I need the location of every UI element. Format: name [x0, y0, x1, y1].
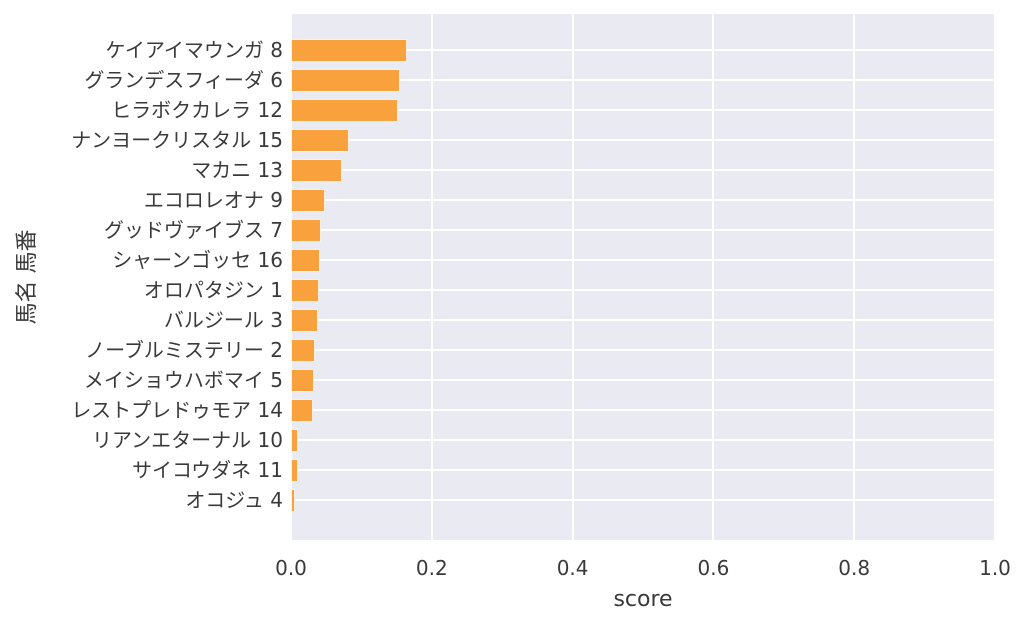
x-tick-label: 0.2: [415, 556, 448, 580]
x-tick-label: 1.0: [979, 556, 1011, 580]
grid-hline: [291, 499, 995, 501]
y-tick-label: グッドヴァイブス 7: [103, 218, 283, 242]
bar: [291, 38, 408, 62]
grid-hline: [291, 109, 995, 111]
grid-hline: [291, 379, 995, 381]
y-tick-label: エコロレオナ 9: [143, 188, 283, 212]
bar: [291, 278, 320, 302]
x-tick-label: 0.6: [697, 556, 730, 580]
grid-hline: [291, 79, 995, 81]
grid-hline: [291, 199, 995, 201]
grid-vline: [712, 14, 715, 540]
bar: [291, 338, 315, 362]
y-tick-label: ヒラボクカレラ 12: [111, 98, 283, 122]
bar: [291, 368, 315, 392]
y-tick-label: シャーンゴッセ 16: [112, 248, 283, 272]
bar: [291, 308, 318, 332]
bar: [291, 488, 296, 512]
grid-hline: [291, 169, 995, 171]
grid-hline: [291, 259, 995, 261]
y-tick-label: レストプレドゥモア 14: [71, 398, 283, 422]
bar: [291, 68, 401, 92]
bar: [291, 128, 349, 152]
bar: [291, 158, 342, 182]
grid-hline: [291, 289, 995, 291]
grid-vline: [430, 14, 433, 540]
y-tick-label: ノーブルミステリー 2: [85, 338, 283, 362]
bar: [291, 98, 398, 122]
grid-hline: [291, 139, 995, 141]
grid-hline: [291, 439, 995, 441]
bar: [291, 428, 299, 452]
grid-hline: [291, 469, 995, 471]
x-tick-label: 0.4: [556, 556, 589, 580]
y-tick-label: メイショウハボマイ 5: [83, 368, 283, 392]
y-tick-label: サイコウダネ 11: [131, 458, 283, 482]
bar: [291, 188, 326, 212]
y-tick-label: マカニ 13: [191, 158, 283, 182]
grid-vline: [290, 14, 292, 540]
x-axis-label: score: [613, 587, 673, 612]
bar: [291, 458, 299, 482]
y-tick-label: グランデスフィーダ 6: [84, 68, 283, 92]
y-tick-label: オロパタジン 1: [143, 278, 283, 302]
x-tick-label: 0.8: [838, 556, 871, 580]
grid-vline: [853, 14, 856, 540]
y-tick-label: バルジール 3: [163, 308, 283, 332]
y-tick-label: ケイアイマウンガ 8: [105, 38, 283, 62]
grid-vline: [571, 14, 574, 540]
y-tick-label: ナンヨークリスタル 15: [71, 128, 283, 152]
y-tick-label: リアンエターナル 10: [91, 428, 283, 452]
grid-hline: [291, 319, 995, 321]
y-tick-label: オコジュ 4: [185, 488, 283, 512]
grid-vline: [994, 14, 996, 540]
bar: [291, 248, 320, 272]
plot-area: [290, 14, 996, 540]
grid-hline: [291, 349, 995, 351]
grid-hline: [291, 409, 995, 411]
bar: [291, 218, 322, 242]
x-tick-label: 0.0: [275, 556, 307, 580]
bar: [291, 398, 313, 422]
grid-hline: [291, 49, 995, 51]
grid-hline: [291, 229, 995, 231]
y-axis-label: 馬名 馬番: [15, 229, 40, 325]
